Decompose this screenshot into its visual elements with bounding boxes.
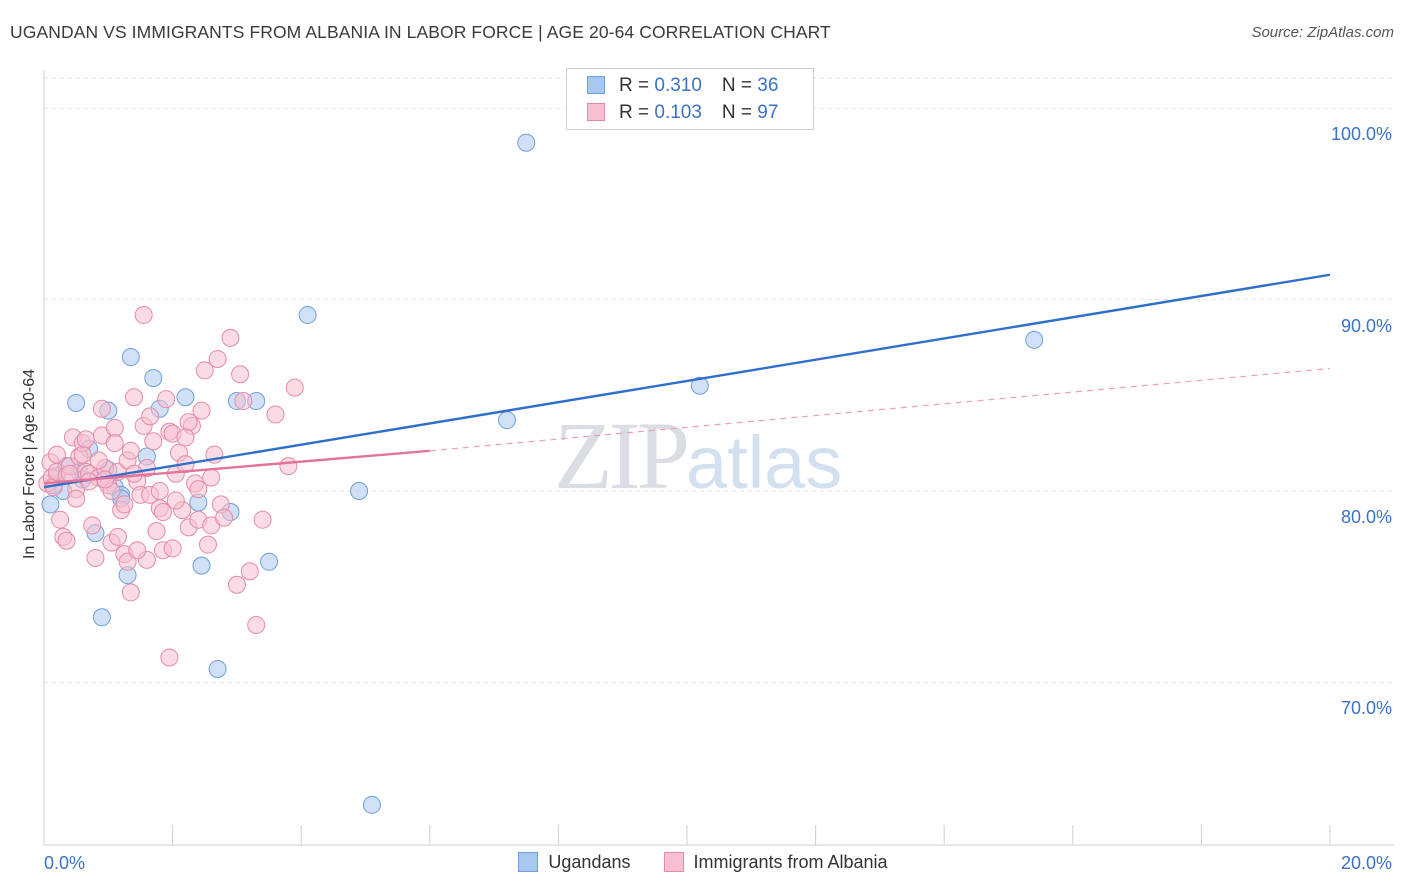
y-tick-label: 100.0%	[1330, 124, 1392, 145]
chart-title: UGANDAN VS IMMIGRANTS FROM ALBANIA IN LA…	[10, 22, 831, 42]
r-value-albania: 0.103	[654, 102, 702, 123]
x-tick-label: 0.0%	[44, 853, 86, 873]
ugandan-trend-line	[43, 273, 1331, 489]
albania-point	[215, 508, 234, 527]
ugandan-point	[92, 608, 111, 627]
stats-row-ugandans: R = 0.310 N = 36	[587, 75, 778, 99]
albania-point	[192, 401, 211, 420]
ugandan-point	[192, 556, 211, 575]
n-value-albania: 97	[757, 102, 779, 123]
n-label: N =	[721, 75, 758, 96]
source-label: Source: ZipAtlas.com	[1251, 24, 1394, 41]
ugandan-point	[176, 388, 195, 407]
albania-point	[147, 522, 166, 541]
albania-point	[279, 457, 298, 476]
y-tick-label: 90.0%	[1340, 315, 1392, 336]
albania-point	[125, 388, 144, 407]
albania-point	[150, 481, 169, 500]
ugandan-point	[298, 305, 317, 324]
watermark-atlas: atlas	[686, 421, 843, 504]
stats-row-albania: R = 0.103 N = 97	[587, 102, 778, 126]
albania-point	[105, 418, 124, 437]
r-value-ugandans: 0.310	[654, 75, 702, 96]
stats-swatch-ugandans	[587, 76, 605, 94]
albania-point	[247, 615, 266, 634]
albania-point	[202, 468, 221, 487]
albania-point	[153, 503, 172, 522]
albania-point	[86, 548, 105, 567]
albania-point	[57, 531, 76, 550]
albania-point	[208, 349, 227, 368]
albania-point	[166, 491, 185, 510]
legend-swatch-albania	[663, 852, 684, 872]
legend-item-albania[interactable]: Immigrants from Albania	[663, 852, 888, 873]
albania-point	[285, 378, 304, 397]
albania-point	[47, 445, 66, 464]
legend-label-albania: Immigrants from Albania	[693, 852, 888, 872]
r-label: R =	[619, 75, 655, 96]
n-value-ugandans: 36	[757, 75, 779, 96]
legend-swatch-ugandans	[518, 852, 539, 872]
r-label: R =	[619, 102, 655, 123]
albania-point	[163, 539, 182, 558]
albania-point	[83, 516, 102, 535]
legend-item-ugandans[interactable]: Ugandans	[518, 852, 630, 873]
albania-point	[157, 390, 176, 409]
albania-point	[141, 407, 160, 426]
albania-point	[227, 575, 246, 594]
albania-point	[266, 405, 285, 424]
albania-point	[115, 495, 134, 514]
albania-point	[121, 441, 140, 460]
ugandan-point	[208, 659, 227, 678]
albania-point	[51, 510, 70, 529]
albania-point	[76, 430, 95, 449]
y-tick-label: 70.0%	[1340, 698, 1392, 719]
ugandan-point	[350, 481, 369, 500]
albania-point	[160, 648, 179, 667]
stats-swatch-albania	[587, 103, 605, 121]
albania-point	[118, 552, 137, 571]
albania-point	[105, 434, 124, 453]
albania-point	[221, 328, 240, 347]
albania-point	[176, 428, 195, 447]
albania-point	[231, 365, 250, 384]
albania-point	[234, 392, 253, 411]
albania-point	[179, 413, 198, 432]
albania-point	[240, 562, 259, 581]
albania-point	[89, 451, 108, 470]
ugandan-point	[67, 393, 86, 412]
y-axis-label: In Labor Force | Age 20-64	[21, 368, 38, 560]
x-tick-label: 20.0%	[1340, 853, 1392, 873]
albania-point	[73, 445, 92, 464]
albania-point	[67, 489, 86, 508]
ugandan-point	[121, 348, 140, 367]
albania-point	[134, 305, 153, 324]
albania-point	[108, 527, 127, 546]
albania-point	[253, 510, 272, 529]
chart-legend: Ugandans Immigrants from Albania	[0, 852, 1406, 873]
ugandan-point	[517, 133, 536, 152]
correlation-stats-box: R = 0.310 N = 36 R = 0.103 N = 97	[566, 68, 814, 130]
albania-point	[144, 432, 163, 451]
albania-point	[128, 541, 147, 560]
y-tick-label: 80.0%	[1340, 506, 1392, 527]
albania-point	[198, 535, 217, 554]
albania-trend-line	[43, 449, 430, 485]
ugandan-point	[1025, 330, 1044, 349]
ugandan-point	[144, 369, 163, 388]
ugandan-point	[260, 552, 279, 571]
ugandan-point	[362, 795, 381, 814]
ugandan-point	[41, 495, 60, 514]
ugandan-point	[690, 376, 709, 395]
albania-point	[195, 361, 214, 380]
n-label: N =	[721, 102, 758, 123]
albania-point	[92, 399, 111, 418]
albania-point	[121, 583, 140, 602]
albania-trend-extension	[429, 367, 1331, 452]
albania-point	[189, 480, 208, 499]
legend-label-ugandans: Ugandans	[548, 852, 631, 872]
ugandan-point	[497, 411, 516, 430]
